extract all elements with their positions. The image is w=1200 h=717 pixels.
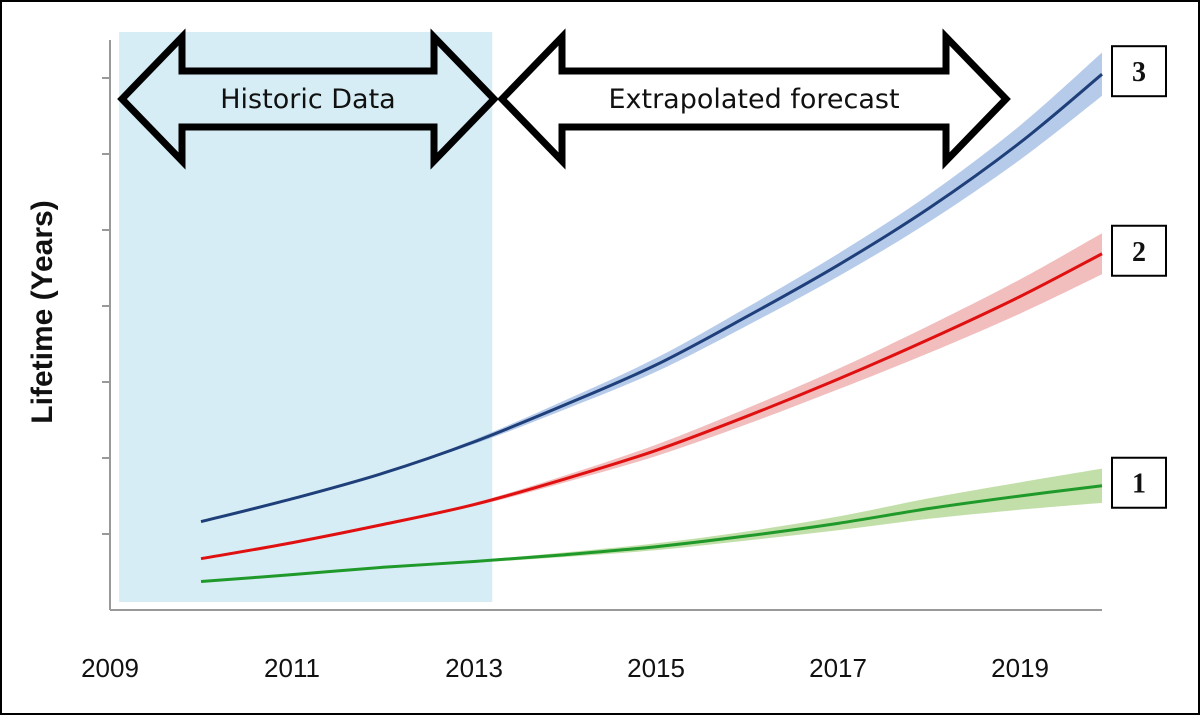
y-ticks [102, 77, 110, 535]
series-box-2 [1111, 224, 1167, 277]
x-tick-label: 2015 [627, 653, 685, 683]
x-tick-label: 2009 [81, 653, 139, 683]
forecast-arrow [497, 28, 1011, 170]
series-box-1 [1111, 456, 1167, 509]
line-series-3 [200, 73, 1103, 524]
x-tick-label: 2013 [445, 653, 503, 683]
regions-layer [119, 32, 493, 602]
line-series-2 [200, 252, 1103, 561]
region-historic-shading [119, 32, 493, 602]
axes-layer [109, 40, 1102, 611]
x-tick-labels: 2009 2011 2013 2015 2017 2019 [81, 653, 1049, 683]
y-axis-label: Lifetime (Years) [26, 200, 59, 423]
x-tick-label: 2011 [264, 653, 320, 683]
line-series-1 [200, 484, 1103, 583]
region-arrows: Historic Data Extrapolated forecast [117, 28, 1011, 170]
historic-data-arrow-label: Historic Data [220, 84, 395, 115]
series-label-boxes: 3 2 1 [1111, 45, 1167, 509]
series-box-3 [1111, 45, 1167, 98]
series-lines [200, 73, 1103, 583]
x-tick-label: 2017 [809, 653, 867, 683]
historic-data-arrow [117, 28, 499, 170]
x-tick-label: 2019 [991, 653, 1049, 683]
series-label-3: 3 [1132, 57, 1146, 88]
forecast-arrow-label: Extrapolated forecast [608, 84, 899, 115]
series-label-1: 1 [1132, 469, 1146, 500]
series-label-2: 2 [1132, 237, 1146, 268]
